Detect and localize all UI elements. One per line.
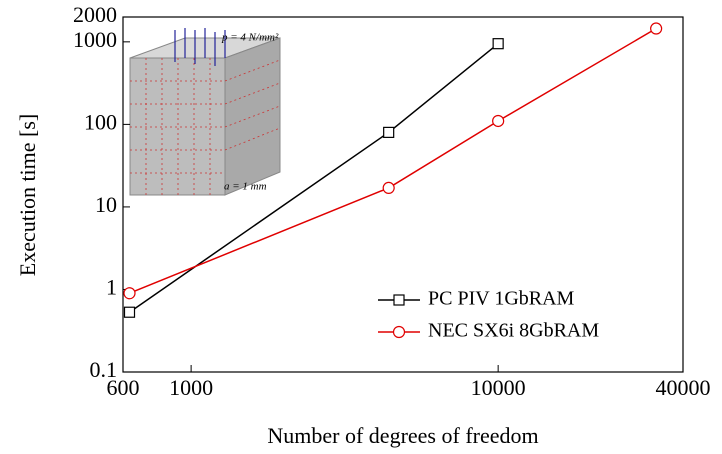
x-tick-label: 600 bbox=[107, 375, 140, 400]
point bbox=[123, 306, 136, 318]
point bbox=[123, 287, 136, 300]
series-line bbox=[129, 27, 657, 294]
point bbox=[492, 38, 504, 50]
y-tick-label: 1000 bbox=[73, 27, 117, 52]
x-tick-label: 40000 bbox=[656, 375, 711, 400]
x-axis-label: Number of degrees of freedom bbox=[267, 423, 538, 448]
legend-marker bbox=[393, 294, 405, 306]
point bbox=[650, 22, 663, 35]
plot-frame bbox=[122, 16, 684, 373]
y-tick-label: 0.1 bbox=[90, 357, 118, 382]
legend-marker bbox=[392, 325, 406, 339]
y-tick-label: 10 bbox=[95, 192, 117, 217]
y-axis-label: Execution time [s] bbox=[15, 114, 40, 277]
inset-cube bbox=[129, 28, 281, 196]
legend-label: PC PIV 1GbRAM bbox=[428, 288, 575, 310]
x-tick-label: 10000 bbox=[471, 375, 526, 400]
annotation: p = 4 N/mm² bbox=[221, 32, 279, 44]
y-tick-label: 1 bbox=[106, 275, 117, 300]
annotation: a = 1 mm bbox=[224, 181, 267, 193]
legend-label: NEC SX6i 8GbRAM bbox=[428, 320, 599, 342]
point bbox=[382, 181, 395, 195]
x-tick-label: 1000 bbox=[169, 375, 213, 400]
y-tick-label: 100 bbox=[84, 109, 117, 134]
point bbox=[492, 114, 505, 128]
point bbox=[383, 126, 395, 138]
y-tick-label: 2000 bbox=[73, 2, 117, 27]
